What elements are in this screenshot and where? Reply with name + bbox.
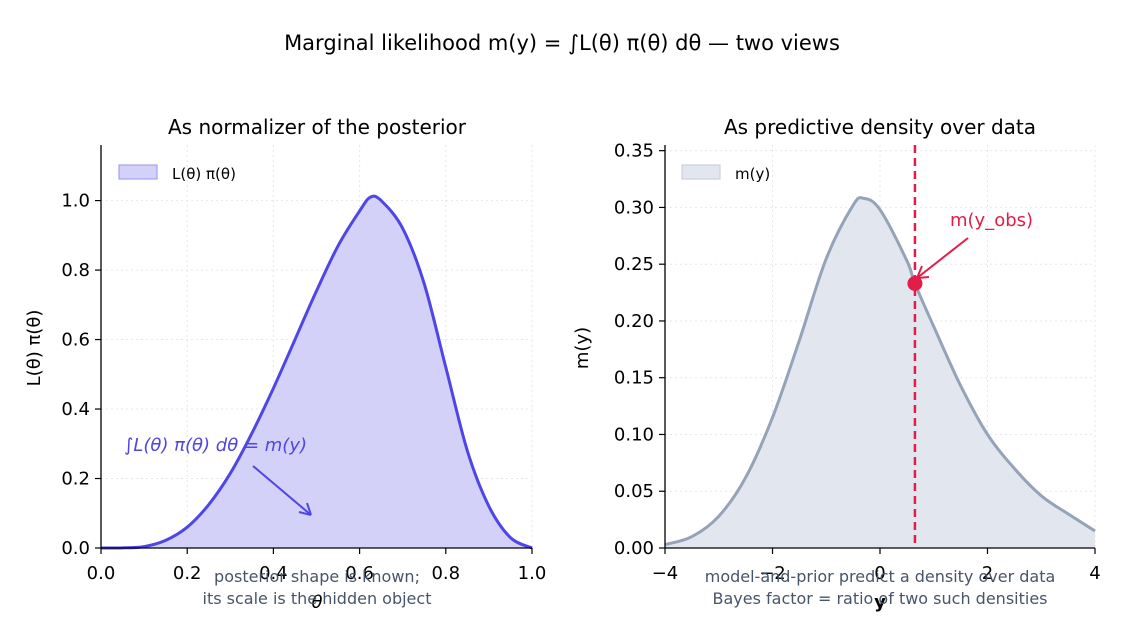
right-panel-title: As predictive density over data	[724, 115, 1036, 139]
observed-arrow	[916, 237, 969, 279]
left-curve-fill	[101, 196, 532, 549]
right-curve-line	[664, 196, 1096, 547]
x-tick-label: 0.8	[431, 563, 460, 584]
right-x-label: y	[874, 592, 886, 613]
x-tick-label: 0.4	[259, 563, 288, 584]
x-tick-label: 4	[1089, 563, 1100, 584]
left-note-line-2: its scale is the hidden object	[203, 589, 432, 608]
x-tick-label: 1.0	[518, 563, 547, 584]
y-tick-label: 0.05	[614, 481, 654, 502]
y-tick-label: 0.30	[614, 197, 654, 218]
y-tick-label: 0.00	[614, 538, 654, 559]
right-note-line-1: model-and-prior predict a density over d…	[705, 567, 1056, 586]
left-legend-label: L(θ) π(θ)	[172, 165, 236, 183]
observed-label: m(y_obs)	[950, 210, 1033, 231]
left-curve-line	[100, 194, 533, 550]
right-ticks: −4 −2 0 2 4 0.00 0.05 0.10 0.15 0.20 0.25 0.30 0.35	[614, 141, 1101, 584]
right-legend-label: m(y)	[735, 165, 770, 183]
y-tick-label: 0.20	[614, 311, 654, 332]
y-tick-label: 0.25	[614, 254, 654, 275]
right-legend: m(y)	[681, 164, 770, 183]
y-tick-label: 0.4	[61, 399, 90, 420]
x-tick-label: 0	[874, 563, 885, 584]
y-tick-label: 0.35	[614, 141, 654, 162]
figure-suptitle: Marginal likelihood m(y) = ∫L(θ) π(θ) dθ…	[284, 31, 840, 55]
left-legend-swatch	[118, 164, 158, 180]
x-tick-label: 0.2	[173, 563, 202, 584]
x-tick-label: 0.6	[345, 563, 374, 584]
x-tick-label: −2	[759, 563, 786, 584]
y-tick-label: 0.8	[61, 260, 90, 281]
left-panel: As normalizer of the posterior 0.0 0.2 0.4…	[24, 115, 546, 613]
x-tick-label: 2	[982, 563, 993, 584]
y-tick-label: 1.0	[61, 191, 90, 212]
right-panel: As predictive density over data −4 −2 0 2 4 0…	[572, 115, 1101, 613]
observed-point	[907, 275, 923, 291]
right-note-line-2: Bayes factor = ratio of two such densiti…	[712, 589, 1047, 608]
left-annotation-arrow	[252, 465, 312, 516]
y-tick-label: 0.10	[614, 424, 654, 445]
left-legend: L(θ) π(θ)	[118, 164, 236, 183]
y-tick-label: 0.0	[61, 538, 90, 559]
right-legend-swatch	[681, 164, 721, 180]
y-tick-label: 0.15	[614, 368, 654, 389]
y-tick-label: 0.6	[61, 330, 90, 351]
left-panel-title: As normalizer of the posterior	[168, 115, 467, 139]
left-annotation: ∫L(θ) π(θ) dθ = m(y)	[124, 435, 307, 456]
left-x-label: θ	[311, 592, 322, 613]
right-y-label: m(y)	[572, 327, 593, 369]
left-note-line-1: posterior shape is known;	[214, 567, 420, 586]
x-tick-label: −4	[652, 563, 679, 584]
y-tick-label: 0.2	[61, 469, 90, 490]
x-tick-label: 0.0	[87, 563, 116, 584]
right-curve-fill	[665, 197, 1095, 549]
left-y-label: L(θ) π(θ)	[24, 310, 45, 387]
left-ticks: 0.0 0.2 0.4 0.6 0.8 1.0 0.0 0.2 0.4 0.6 0.8 1.0	[61, 191, 546, 584]
